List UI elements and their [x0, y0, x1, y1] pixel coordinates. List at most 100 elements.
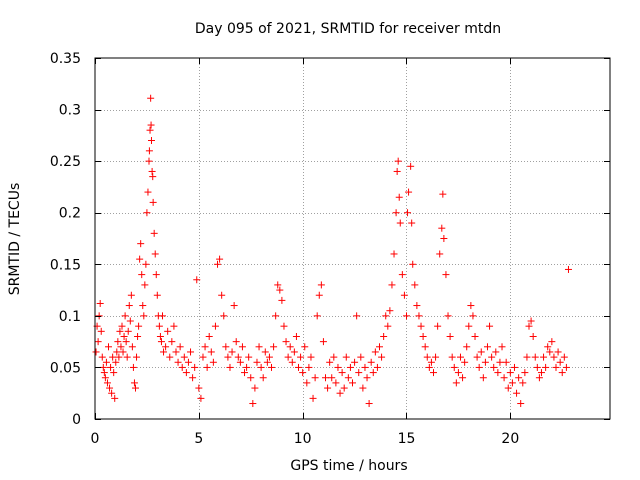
- data-point: [214, 260, 222, 268]
- axis-ticks: [95, 58, 610, 420]
- data-point: [292, 332, 300, 340]
- data-point: [510, 363, 518, 371]
- data-point: [253, 358, 261, 366]
- data-point: [371, 348, 379, 356]
- data-point: [261, 348, 269, 356]
- data-point: [550, 353, 558, 361]
- data-point: [390, 250, 398, 258]
- data-point: [546, 348, 554, 356]
- data-point: [461, 358, 469, 366]
- data-point: [274, 281, 282, 289]
- data-point: [220, 312, 228, 320]
- data-point: [280, 322, 288, 330]
- data-point: [189, 374, 197, 382]
- data-point: [452, 379, 460, 387]
- data-point: [164, 327, 172, 335]
- y-tick-label: 0.1: [59, 309, 81, 325]
- data-point: [211, 322, 219, 330]
- data-point: [182, 369, 190, 377]
- data-point: [176, 343, 184, 351]
- data-point: [479, 374, 487, 382]
- data-point: [315, 291, 323, 299]
- data-point: [490, 363, 498, 371]
- data-point: [393, 167, 401, 175]
- data-point: [500, 374, 508, 382]
- data-point: [363, 374, 371, 382]
- data-point: [150, 229, 158, 237]
- data-point: [134, 332, 142, 340]
- data-point: [415, 312, 423, 320]
- data-point: [432, 353, 440, 361]
- data-point: [126, 317, 134, 325]
- data-point: [152, 271, 160, 279]
- data-point: [552, 363, 560, 371]
- data-points: [92, 94, 572, 408]
- data-point: [195, 384, 203, 392]
- x-tick-labels: 0 5 10 15 20: [91, 431, 520, 447]
- data-point: [394, 157, 402, 165]
- data-point: [425, 363, 433, 371]
- data-point: [121, 312, 129, 320]
- data-point: [295, 363, 303, 371]
- data-point: [442, 271, 450, 279]
- data-point: [160, 348, 168, 356]
- y-axis-label: SRMTID / TECUs: [7, 183, 23, 296]
- data-point: [278, 296, 286, 304]
- data-point: [238, 343, 246, 351]
- grid: [95, 58, 610, 419]
- data-point: [340, 384, 348, 392]
- data-point: [434, 322, 442, 330]
- data-point: [140, 312, 148, 320]
- data-point: [299, 369, 307, 377]
- data-point: [288, 358, 296, 366]
- data-point: [413, 302, 421, 310]
- data-point: [417, 322, 425, 330]
- y-tick-label: 0: [72, 412, 81, 428]
- data-point: [109, 353, 117, 361]
- data-point: [558, 369, 566, 377]
- data-point: [494, 369, 502, 377]
- data-point: [187, 348, 195, 356]
- data-point: [380, 332, 388, 340]
- data-point: [319, 338, 327, 346]
- data-point: [216, 255, 224, 263]
- data-point: [96, 299, 104, 307]
- data-point: [305, 363, 313, 371]
- data-point: [120, 332, 128, 340]
- data-point: [330, 353, 338, 361]
- data-point: [130, 379, 138, 387]
- data-point: [456, 353, 464, 361]
- data-point: [529, 332, 537, 340]
- data-point: [423, 353, 431, 361]
- data-point: [307, 353, 315, 361]
- y-tick-labels: 0 0.05 0.1 0.15 0.2 0.25 0.3 0.35: [50, 51, 81, 428]
- y-tick-label: 0.25: [50, 154, 81, 170]
- data-point: [465, 322, 473, 330]
- data-point: [232, 338, 240, 346]
- data-point: [544, 343, 552, 351]
- data-point: [127, 291, 135, 299]
- data-point: [137, 240, 145, 248]
- data-point: [129, 363, 137, 371]
- data-point: [313, 312, 321, 320]
- plot-frame: [94, 57, 611, 420]
- data-point: [324, 384, 332, 392]
- data-point: [556, 358, 564, 366]
- data-point: [454, 369, 462, 377]
- chart-title: Day 095 of 2021, SRMTID for receiver mtd…: [195, 21, 501, 37]
- y-tick-label: 0.05: [50, 360, 81, 376]
- data-point: [135, 322, 143, 330]
- data-point: [148, 167, 156, 175]
- data-point: [496, 358, 504, 366]
- data-point: [142, 260, 150, 268]
- data-point: [517, 400, 525, 408]
- data-point: [396, 219, 404, 227]
- data-point: [388, 281, 396, 289]
- data-point: [241, 369, 249, 377]
- data-point: [402, 312, 410, 320]
- data-point: [469, 312, 477, 320]
- data-point: [407, 162, 415, 170]
- y-tick-label: 0.35: [50, 51, 81, 67]
- data-point: [272, 312, 280, 320]
- data-point: [145, 157, 153, 165]
